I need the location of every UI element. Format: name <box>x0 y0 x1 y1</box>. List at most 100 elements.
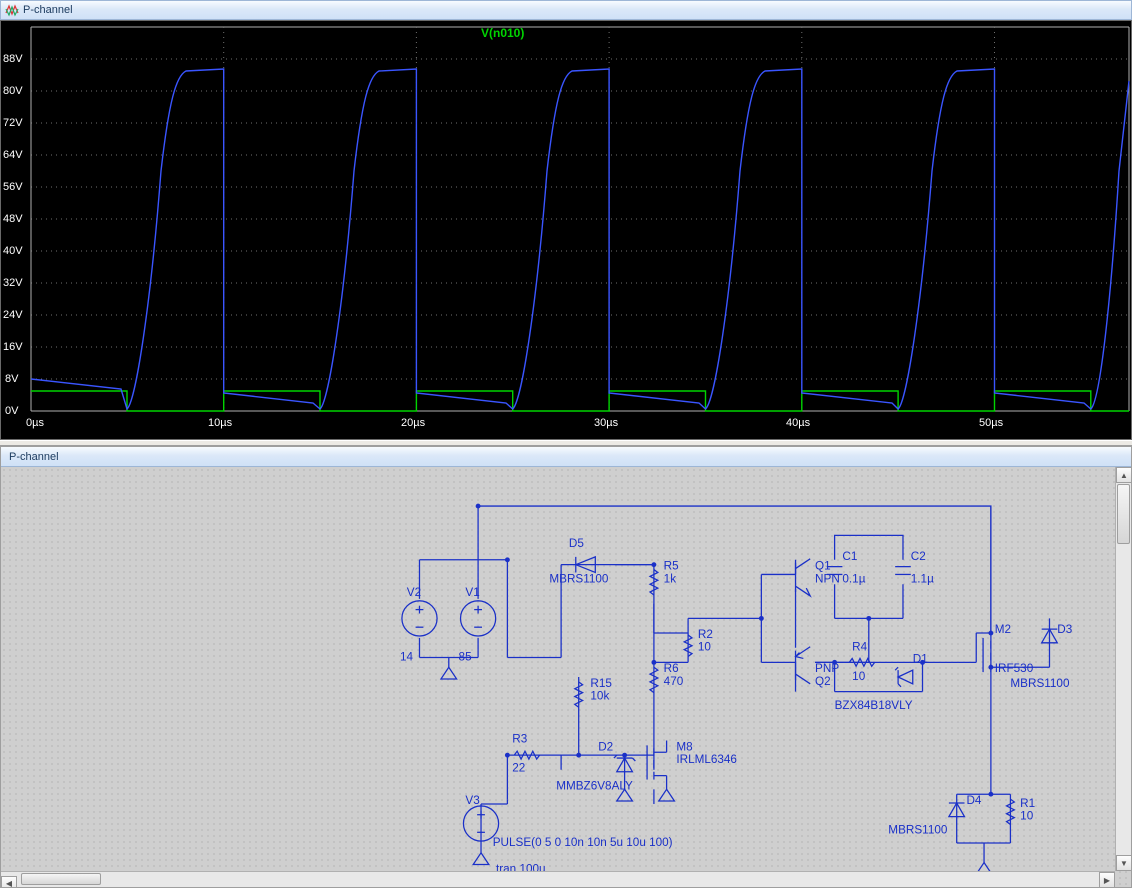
svg-text:1.1µ: 1.1µ <box>911 572 934 585</box>
svg-text:56V: 56V <box>3 181 23 193</box>
component-D2[interactable]: D2 MMBZ6V8ALY <box>556 740 635 792</box>
svg-text:M8: M8 <box>676 740 693 753</box>
svg-text:40V: 40V <box>3 245 23 257</box>
svg-text:MMBZ6V8ALY: MMBZ6V8ALY <box>556 779 633 792</box>
svg-text:20µs: 20µs <box>401 417 426 429</box>
svg-text:470: 470 <box>664 675 684 688</box>
svg-text:R1: R1 <box>1020 797 1035 810</box>
svg-text:10k: 10k <box>590 689 609 702</box>
scroll-right-button[interactable]: ▶ <box>1099 872 1115 888</box>
waveform-app-icon <box>5 3 19 17</box>
svg-text:D5: D5 <box>569 537 584 550</box>
y-grid <box>31 27 1129 411</box>
chevron-left-icon: ◀ <box>6 879 12 888</box>
svg-text:V3: V3 <box>465 794 479 807</box>
svg-text:R4: R4 <box>852 641 867 654</box>
scroll-left-button[interactable]: ◀ <box>1 876 17 888</box>
svg-text:72V: 72V <box>3 117 23 129</box>
schematic-scrollbar-vertical[interactable]: ▲ ▼ <box>1115 467 1131 871</box>
trace-blue <box>31 69 1129 409</box>
x-grid <box>31 27 1129 411</box>
svg-text:MBRS1100: MBRS1100 <box>549 572 609 585</box>
svg-text:C1: C1 <box>842 550 857 563</box>
svg-text:0V: 0V <box>5 405 19 417</box>
scroll-thumb-horizontal[interactable] <box>21 873 101 885</box>
waveform-plot-area[interactable]: 0V 8V 16V 24V 32V 40V 48V 56V 64V 72V 80… <box>0 20 1132 440</box>
component-V1[interactable]: V1 85 <box>459 586 496 663</box>
component-Q1[interactable]: Q1 NPN <box>796 559 840 596</box>
svg-text:V1: V1 <box>465 586 479 599</box>
trace-green <box>31 391 1129 411</box>
schematic-scrollbar-horizontal[interactable]: ◀ ▶ <box>1 871 1115 887</box>
svg-text:32V: 32V <box>3 277 23 289</box>
component-R6[interactable]: R6 470 <box>650 662 684 693</box>
svg-text:50µs: 50µs <box>979 417 1004 429</box>
svg-text:10: 10 <box>1020 810 1034 823</box>
svg-text:1k: 1k <box>664 572 677 585</box>
svg-text:R6: R6 <box>664 662 679 675</box>
component-D5[interactable]: D5 MBRS1100 <box>549 537 609 585</box>
svg-text:R5: R5 <box>664 560 679 573</box>
svg-text:BZX84B18VLY: BZX84B18VLY <box>835 699 913 712</box>
svg-text:85: 85 <box>459 650 473 663</box>
ground-v3 <box>473 853 489 865</box>
schematic-wires <box>419 506 1049 863</box>
svg-text:24V: 24V <box>3 309 23 321</box>
scroll-down-button[interactable]: ▼ <box>1116 855 1132 871</box>
schematic-pane: P-channel <box>0 446 1132 888</box>
svg-text:22: 22 <box>512 762 525 775</box>
component-M8[interactable]: M8 IRLML6346 <box>647 740 737 789</box>
component-V2[interactable]: V2 14 <box>400 586 437 663</box>
component-Q2[interactable]: PNP Q2 <box>796 647 840 688</box>
svg-text:MBRS1100: MBRS1100 <box>888 823 948 836</box>
schematic-titlebar: P-channel <box>1 447 1131 467</box>
svg-text:40µs: 40µs <box>786 417 811 429</box>
chevron-down-icon: ▼ <box>1120 859 1128 868</box>
trace-legend[interactable]: V(n010) <box>481 26 524 40</box>
waveform-titlebar: P-channel <box>0 0 1132 20</box>
waveform-title: P-channel <box>23 4 73 16</box>
svg-text:R2: R2 <box>698 628 713 641</box>
svg-text:8V: 8V <box>5 373 19 385</box>
scroll-thumb-vertical[interactable] <box>1117 484 1130 544</box>
x-axis-labels: 0µs 10µs 20µs 30µs 40µs 50µs <box>26 417 1004 429</box>
svg-text:0µs: 0µs <box>26 417 44 429</box>
component-C2[interactable]: C2 1.1µ <box>895 550 934 585</box>
svg-text:M2: M2 <box>995 623 1011 636</box>
v3-pulse-directive[interactable]: PULSE(0 5 0 10n 10n 5u 10u 100) <box>493 836 673 849</box>
chevron-right-icon: ▶ <box>1104 876 1110 885</box>
svg-text:10: 10 <box>698 641 712 654</box>
component-D1[interactable]: D1 BZX84B18VLY <box>835 652 928 712</box>
component-D4[interactable]: D4 MBRS1100 <box>888 794 982 836</box>
scroll-up-button[interactable]: ▲ <box>1116 467 1132 483</box>
schematic-canvas[interactable]: V2 14 V1 85 D5 MBRS1100 <box>1 467 1131 887</box>
y-axis-labels: 0V 8V 16V 24V 32V 40V 48V 56V 64V 72V 80… <box>3 53 23 417</box>
svg-text:D4: D4 <box>966 794 981 807</box>
component-D3[interactable]: D3 MBRS1100 <box>1010 623 1072 690</box>
svg-text:C2: C2 <box>911 550 926 563</box>
svg-text:48V: 48V <box>3 213 23 225</box>
svg-text:R3: R3 <box>512 732 527 745</box>
chevron-up-icon: ▲ <box>1120 471 1128 480</box>
svg-text:IRLML6346: IRLML6346 <box>676 753 737 766</box>
svg-text:MBRS1100: MBRS1100 <box>1010 677 1070 690</box>
svg-text:PNP: PNP <box>815 662 839 675</box>
svg-text:30µs: 30µs <box>594 417 619 429</box>
svg-text:V2: V2 <box>407 586 421 599</box>
schematic-title: P-channel <box>9 451 59 463</box>
svg-text:10µs: 10µs <box>208 417 233 429</box>
svg-text:10: 10 <box>852 670 866 683</box>
component-R3[interactable]: R3 22 <box>512 732 539 774</box>
svg-text:64V: 64V <box>3 149 23 161</box>
svg-text:R15: R15 <box>590 677 612 690</box>
svg-text:16V: 16V <box>3 341 23 353</box>
svg-text:88V: 88V <box>3 53 23 65</box>
svg-text:Q2: Q2 <box>815 675 831 688</box>
svg-text:D1: D1 <box>913 652 928 665</box>
svg-text:IRF530: IRF530 <box>995 662 1034 675</box>
component-R15[interactable]: R15 10k <box>575 677 613 708</box>
svg-text:0.1µ: 0.1µ <box>842 572 865 585</box>
ground-v1v2 <box>441 667 457 679</box>
svg-text:D3: D3 <box>1057 623 1072 636</box>
svg-text:80V: 80V <box>3 85 23 97</box>
